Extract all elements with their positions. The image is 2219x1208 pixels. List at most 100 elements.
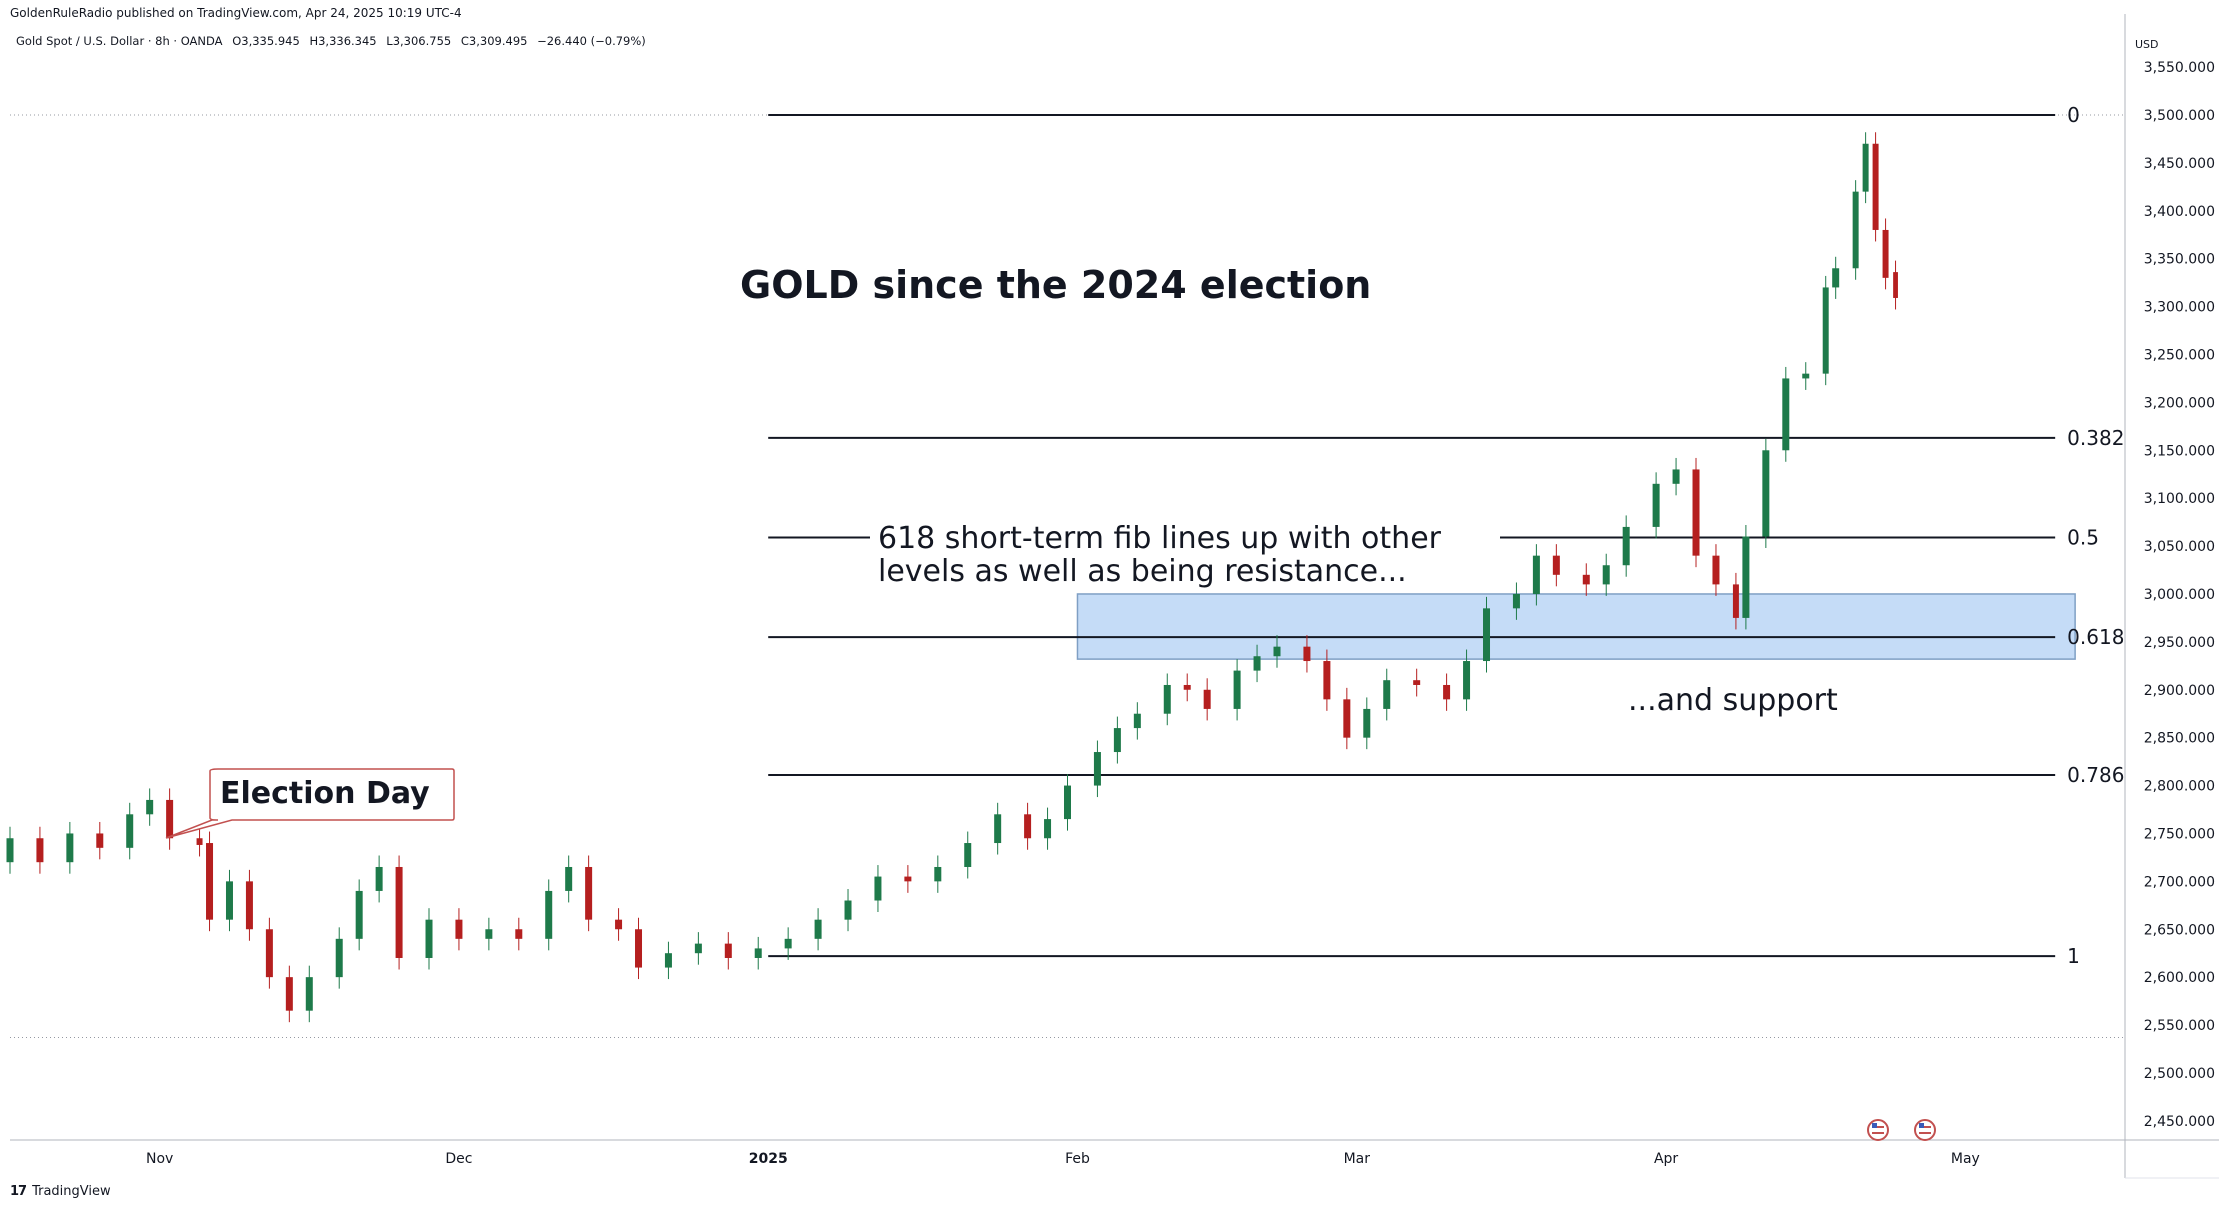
candle-body bbox=[1802, 373, 1810, 379]
ohlc-low: L3,306.755 bbox=[386, 34, 452, 48]
x-tick-label: Dec bbox=[445, 1151, 472, 1167]
candle-body bbox=[1443, 684, 1451, 700]
x-tick-label: May bbox=[1951, 1151, 1980, 1167]
candle-body bbox=[1872, 143, 1879, 230]
fib-label: 0.618 bbox=[2067, 625, 2124, 649]
symbol-name[interactable]: Gold Spot / U.S. Dollar · 8h · OANDA bbox=[16, 34, 223, 48]
candle-body bbox=[1782, 378, 1790, 451]
candle-body bbox=[126, 814, 134, 848]
y-tick-label: 3,000.000 bbox=[2144, 587, 2215, 603]
candle-body bbox=[934, 866, 942, 882]
candle-body bbox=[1183, 684, 1191, 690]
y-tick-label: 3,250.000 bbox=[2144, 347, 2215, 363]
candle-body bbox=[904, 876, 912, 882]
candle-body bbox=[1044, 819, 1052, 839]
fib-note-line1: 618 short-term fib lines up with other bbox=[878, 521, 1442, 556]
candle-body bbox=[844, 900, 852, 920]
candle-body bbox=[1064, 785, 1071, 820]
candle-body bbox=[1163, 684, 1171, 714]
y-tick-label: 3,450.000 bbox=[2144, 156, 2215, 172]
fib-label: 0.5 bbox=[2067, 525, 2099, 549]
candle-body bbox=[245, 881, 253, 930]
fib-label: 0 bbox=[2067, 103, 2080, 127]
us-event-flag-icon bbox=[1867, 1119, 1889, 1141]
candle-body bbox=[1862, 143, 1869, 192]
candle-body bbox=[166, 799, 174, 839]
candle-body bbox=[206, 843, 214, 920]
y-tick-label: 3,550.000 bbox=[2144, 60, 2215, 76]
candle-body bbox=[1762, 450, 1770, 537]
candle-body bbox=[1742, 536, 1750, 618]
candle-body bbox=[355, 890, 363, 939]
tradingview-logo[interactable]: 17 TradingView bbox=[10, 1184, 111, 1199]
candle-body bbox=[1203, 689, 1211, 709]
candle-body bbox=[225, 881, 233, 920]
us-event-flag-icon-double bbox=[1914, 1119, 1936, 1141]
candle-body bbox=[1273, 646, 1281, 657]
x-tick-label: Mar bbox=[1344, 1151, 1371, 1167]
x-tick-label: Apr bbox=[1654, 1151, 1678, 1167]
y-tick-label: 3,100.000 bbox=[2144, 491, 2215, 507]
y-tick-label: 2,550.000 bbox=[2144, 1018, 2215, 1034]
y-tick-label: 2,900.000 bbox=[2144, 683, 2215, 699]
candle-body bbox=[485, 929, 493, 939]
candle-body bbox=[1343, 699, 1351, 738]
y-tick-label: 2,850.000 bbox=[2144, 731, 2215, 747]
y-tick-label: 2,600.000 bbox=[2144, 970, 2215, 986]
candle-body bbox=[1363, 708, 1371, 738]
candle-body bbox=[36, 838, 44, 863]
flag-canton bbox=[1919, 1123, 1924, 1128]
currency-label: USD bbox=[2135, 38, 2159, 51]
y-tick-label: 3,500.000 bbox=[2144, 108, 2215, 124]
fib-note-line2: levels as well as being resistance... bbox=[878, 554, 1407, 589]
candle-body bbox=[1622, 526, 1630, 566]
candle-body bbox=[1602, 565, 1610, 585]
tradingview-logo-icon: 17 bbox=[10, 1184, 27, 1199]
y-tick-label: 3,400.000 bbox=[2144, 204, 2215, 220]
candle-body bbox=[1413, 680, 1421, 685]
candle-body bbox=[305, 977, 313, 1011]
candle-body bbox=[395, 866, 403, 958]
fib-label: 1 bbox=[2067, 944, 2080, 968]
support-note: ...and support bbox=[1628, 683, 1838, 718]
candle-body bbox=[585, 866, 593, 920]
ohlc-close: C3,309.495 bbox=[460, 34, 528, 48]
y-tick-label: 3,300.000 bbox=[2144, 300, 2215, 316]
candle-body bbox=[724, 943, 732, 958]
election-callout-text: Election Day bbox=[220, 776, 430, 811]
candle-body bbox=[1712, 555, 1720, 585]
candle-body bbox=[146, 799, 154, 815]
candle-body bbox=[335, 938, 343, 978]
candle-body bbox=[1532, 555, 1540, 594]
candle-body bbox=[375, 866, 383, 891]
candle-body bbox=[1133, 713, 1141, 729]
candle-body bbox=[754, 948, 762, 958]
candle-body bbox=[1253, 656, 1261, 671]
candle-body bbox=[664, 953, 672, 968]
candle-body bbox=[425, 919, 433, 958]
y-tick-label: 2,500.000 bbox=[2144, 1066, 2215, 1082]
candle-body bbox=[694, 943, 702, 954]
candle-body bbox=[964, 843, 972, 867]
candle-body bbox=[515, 929, 523, 939]
candle-body bbox=[1483, 608, 1491, 662]
publisher-line: GoldenRuleRadio published on TradingView… bbox=[10, 6, 462, 20]
candle-body bbox=[565, 866, 573, 891]
candle-body bbox=[1692, 469, 1700, 556]
y-tick-label: 2,950.000 bbox=[2144, 635, 2215, 651]
candle-body bbox=[265, 929, 273, 978]
candle-body bbox=[1893, 272, 1898, 298]
symbol-info: Gold Spot / U.S. Dollar · 8h · OANDA O3,… bbox=[16, 34, 652, 48]
flag-canton bbox=[1872, 1123, 1877, 1128]
candle-body bbox=[1233, 670, 1241, 709]
y-tick-label: 2,800.000 bbox=[2144, 779, 2215, 795]
y-tick-label: 3,200.000 bbox=[2144, 395, 2215, 411]
candle-body bbox=[196, 838, 203, 845]
candle-body bbox=[455, 919, 463, 939]
tradingview-logo-text: TradingView bbox=[32, 1184, 111, 1199]
candle-body bbox=[784, 938, 792, 949]
candle-body bbox=[1383, 680, 1391, 709]
candle-body bbox=[635, 929, 643, 968]
